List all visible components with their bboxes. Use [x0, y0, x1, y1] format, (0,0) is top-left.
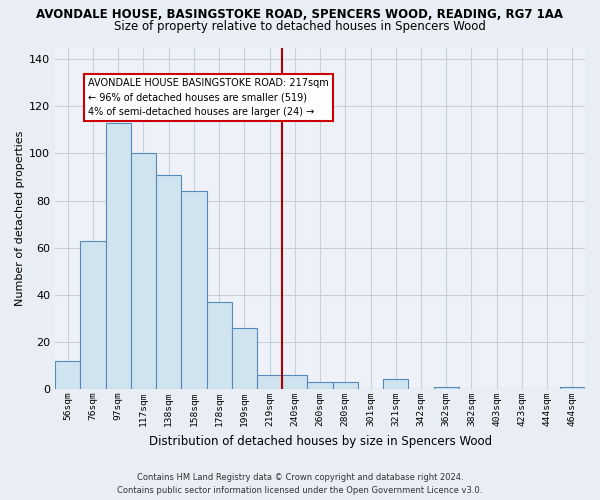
Bar [55, 360, 80, 389]
Bar [282, 375, 307, 389]
Text: AVONDALE HOUSE, BASINGSTOKE ROAD, SPENCERS WOOD, READING, RG7 1AA: AVONDALE HOUSE, BASINGSTOKE ROAD, SPENCE… [37, 8, 563, 20]
Bar [332, 382, 358, 389]
Bar [106, 123, 131, 389]
Bar [434, 386, 459, 389]
Y-axis label: Number of detached properties: Number of detached properties [15, 130, 25, 306]
Text: Contains HM Land Registry data © Crown copyright and database right 2024.
Contai: Contains HM Land Registry data © Crown c… [118, 474, 482, 495]
Text: AVONDALE HOUSE BASINGSTOKE ROAD: 217sqm
← 96% of detached houses are smaller (51: AVONDALE HOUSE BASINGSTOKE ROAD: 217sqm … [88, 78, 329, 117]
Bar [383, 380, 409, 389]
Bar [257, 375, 282, 389]
Bar [156, 174, 181, 389]
Bar [307, 382, 332, 389]
Bar [232, 328, 257, 389]
Bar [560, 386, 585, 389]
Bar [131, 154, 156, 389]
Bar [181, 191, 206, 389]
Bar [80, 240, 106, 389]
Bar [206, 302, 232, 389]
X-axis label: Distribution of detached houses by size in Spencers Wood: Distribution of detached houses by size … [149, 434, 491, 448]
Text: Size of property relative to detached houses in Spencers Wood: Size of property relative to detached ho… [114, 20, 486, 33]
